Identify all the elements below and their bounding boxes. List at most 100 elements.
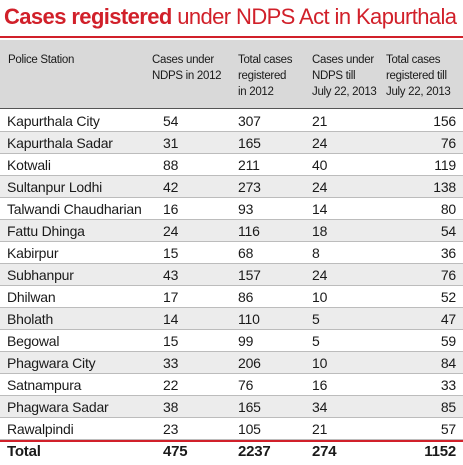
cases-2013: 10 xyxy=(312,355,328,371)
registered-2012: 86 xyxy=(238,289,254,305)
registered-2013: 119 xyxy=(434,157,456,173)
registered-2012: 211 xyxy=(238,157,260,173)
registered-2013: 57 xyxy=(440,421,456,437)
registered-2013: 76 xyxy=(440,267,456,283)
registered-2012: 116 xyxy=(238,223,260,239)
header-total-2013: Total cases registered till July 22, 201… xyxy=(386,54,451,98)
cases-2013: 14 xyxy=(312,201,328,217)
registered-2013: 84 xyxy=(440,355,456,371)
table-body: Kapurthala City 54 307 21 156 Kapurthala Sada… xyxy=(0,110,463,440)
cases-2012: 22 xyxy=(163,377,179,393)
registered-2013: 138 xyxy=(433,179,456,195)
cases-2013: 21 xyxy=(312,113,328,129)
cases-2012: 16 xyxy=(163,201,179,217)
registered-2012: 165 xyxy=(238,399,261,415)
registered-2012: 165 xyxy=(238,135,261,151)
total-label: Total xyxy=(7,443,41,460)
cases-2013: 40 xyxy=(312,157,328,173)
cases-2012: 24 xyxy=(163,223,179,239)
registered-2013: 80 xyxy=(440,201,456,217)
station-name: Phagwara Sadar xyxy=(7,399,109,415)
station-name: Kapurthala Sadar xyxy=(7,135,113,151)
title-bold: Cases registered xyxy=(4,4,172,29)
station-name: Satnampura xyxy=(7,377,82,393)
cases-2013: 24 xyxy=(312,135,328,151)
cases-2012: 15 xyxy=(163,245,179,261)
table-row: Dhilwan 17 86 10 52 xyxy=(0,286,463,308)
station-name: Subhanpur xyxy=(7,267,74,283)
registered-2013: 76 xyxy=(440,135,456,151)
cases-2013: 24 xyxy=(312,179,328,195)
header-divider xyxy=(0,108,463,109)
registered-2012: 157 xyxy=(238,267,261,283)
cases-2012: 31 xyxy=(163,135,179,151)
registered-2013: 36 xyxy=(440,245,456,261)
cases-2013: 18 xyxy=(312,223,328,239)
header-police-station: Police Station xyxy=(8,54,75,66)
station-name: Phagwara City xyxy=(7,355,96,371)
registered-2013: 85 xyxy=(440,399,456,415)
station-name: Dhilwan xyxy=(7,289,56,305)
table-row: Kabirpur 15 68 8 36 xyxy=(0,242,463,264)
registered-2012: 76 xyxy=(238,377,254,393)
cases-2012: 33 xyxy=(163,355,179,371)
table-row: Bholath 14 110 5 47 xyxy=(0,308,463,330)
cases-2013: 8 xyxy=(312,245,320,261)
table-row: Phagwara City 33 206 10 84 xyxy=(0,352,463,374)
cases-2013: 16 xyxy=(312,377,328,393)
table-row: Begowal 15 99 5 59 xyxy=(0,330,463,352)
cases-2013: 21 xyxy=(312,421,328,437)
registered-2013: 47 xyxy=(440,311,456,327)
cases-2012: 43 xyxy=(163,267,179,283)
header-cases-2013: Cases under NDPS till July 22, 2013 xyxy=(312,54,377,98)
registered-2012: 307 xyxy=(238,113,261,129)
station-name: Rawalpindi xyxy=(7,421,74,437)
cases-2012: 14 xyxy=(163,311,179,327)
table-row: Talwandi Chaudharian 16 93 14 80 xyxy=(0,198,463,220)
registered-2013: 54 xyxy=(440,223,456,239)
total-registered-2012: 2237 xyxy=(238,443,271,460)
registered-2012: 105 xyxy=(238,421,261,437)
table-header: Police Station Cases under NDPS in 2012 … xyxy=(0,40,463,108)
cases-2013: 10 xyxy=(312,289,328,305)
registered-2013: 156 xyxy=(433,113,456,129)
station-name: Talwandi Chaudharian xyxy=(7,201,142,217)
registered-2012: 99 xyxy=(238,333,254,349)
registered-2012: 93 xyxy=(238,201,254,217)
table-row: Kapurthala Sadar 31 165 24 76 xyxy=(0,132,463,154)
total-registered-2013: 1152 xyxy=(424,443,456,460)
cases-2013: 5 xyxy=(312,311,320,327)
table-row: Kotwali 88 211 40 119 xyxy=(0,154,463,176)
cases-2013: 34 xyxy=(312,399,328,415)
station-name: Kapurthala City xyxy=(7,113,100,129)
registered-2012: 206 xyxy=(238,355,261,371)
cases-2012: 88 xyxy=(163,157,179,173)
table-row: Satnampura 22 76 16 33 xyxy=(0,374,463,396)
table-row: Rawalpindi 23 105 21 57 xyxy=(0,418,463,440)
registered-2013: 33 xyxy=(440,377,456,393)
title-divider xyxy=(0,36,463,38)
registered-2012: 68 xyxy=(238,245,254,261)
header-total-2012: Total cases registered in 2012 xyxy=(238,54,293,98)
table-row: Kapurthala City 54 307 21 156 xyxy=(0,110,463,132)
station-name: Kotwali xyxy=(7,157,51,173)
cases-2013: 5 xyxy=(312,333,320,349)
station-name: Sultanpur Lodhi xyxy=(7,179,103,195)
page-title: Cases registered under NDPS Act in Kapur… xyxy=(4,1,457,33)
total-divider xyxy=(0,440,463,442)
registered-2012: 273 xyxy=(238,179,261,195)
total-cases-2013: 274 xyxy=(312,443,337,460)
station-name: Kabirpur xyxy=(7,245,59,261)
total-row: Total 475 2237 274 1152 xyxy=(0,441,463,463)
table-row: Subhanpur 43 157 24 76 xyxy=(0,264,463,286)
station-name: Bholath xyxy=(7,311,54,327)
header-cases-2012: Cases under NDPS in 2012 xyxy=(152,54,222,82)
table-row: Fattu Dhinga 24 116 18 54 xyxy=(0,220,463,242)
cases-2012: 42 xyxy=(163,179,179,195)
registered-2013: 52 xyxy=(440,289,456,305)
table-row: Phagwara Sadar 38 165 34 85 xyxy=(0,396,463,418)
cases-2012: 38 xyxy=(163,399,179,415)
registered-2012: 110 xyxy=(238,311,260,327)
station-name: Fattu Dhinga xyxy=(7,223,85,239)
